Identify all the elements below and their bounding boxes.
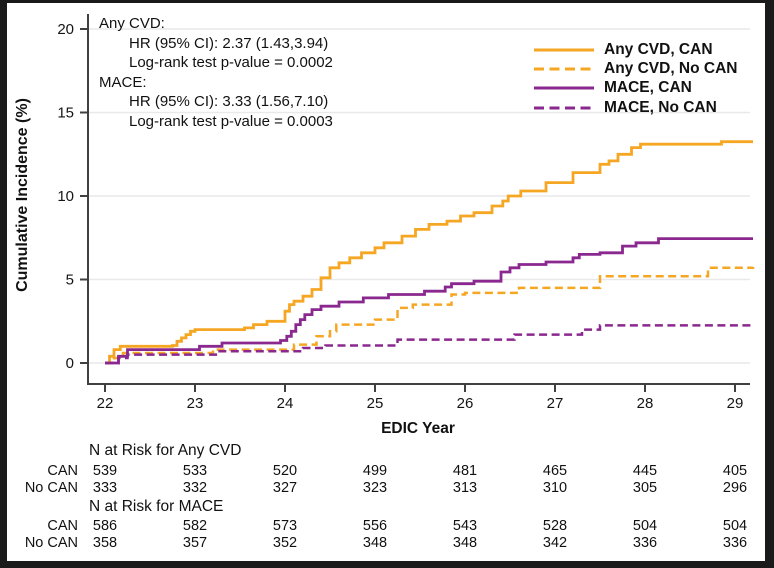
risk-cell: 348	[452, 535, 478, 551]
series-mace-no-can	[105, 324, 755, 365]
risk-cell: 342	[542, 535, 568, 551]
y-tick-label: 15	[57, 105, 74, 122]
y-tick-label: 10	[57, 188, 74, 205]
legend-item-any-cvd-can: Any CVD, CAN	[533, 40, 737, 59]
series-any-cvd-no-can	[105, 266, 755, 365]
legend: Any CVD, CAN Any CVD, No CAN MACE, CAN M…	[533, 40, 737, 117]
risk-row-label: CAN	[47, 463, 78, 479]
risk-cell: 533	[182, 463, 208, 479]
annotation-mace-label: MACE:	[99, 73, 147, 91]
annotation-any-cvd-hr: HR (95% CI): 2.37 (1.43,3.94)	[129, 34, 329, 52]
risk-row-label: CAN	[47, 518, 78, 534]
risk-section-header: N at Risk for Any CVD	[89, 442, 242, 459]
x-tick-label: 23	[187, 395, 204, 412]
risk-row-label: No CAN	[24, 535, 78, 551]
chart-canvas: 0 5 10 15 20 22 23 24 25 26 27 28 29 Cumulative Inci…	[7, 3, 765, 561]
legend-label: Any CVD, CAN	[604, 40, 713, 58]
risk-cell: 313	[452, 480, 478, 496]
risk-cell: 499	[362, 463, 388, 479]
risk-cell: 357	[182, 535, 208, 551]
risk-cell: 573	[272, 518, 298, 534]
x-tick-label: 28	[637, 395, 654, 412]
risk-cell: 520	[272, 463, 298, 479]
axes	[80, 14, 750, 392]
risk-cell: 445	[632, 463, 658, 479]
gridlines	[88, 28, 750, 364]
risk-cell: 358	[92, 535, 118, 551]
y-tick-label: 20	[57, 21, 74, 38]
legend-label: Any CVD, No CAN	[604, 59, 738, 77]
risk-cell: 405	[722, 463, 748, 479]
series-any-cvd-can	[105, 140, 753, 365]
x-tick-label: 24	[277, 395, 294, 412]
risk-cell: 539	[92, 463, 118, 479]
risk-cell: 504	[722, 518, 748, 534]
risk-section-header: N at Risk for MACE	[89, 498, 224, 515]
risk-cell: 305	[632, 480, 658, 496]
annotation-mace-hr: HR (95% CI): 3.33 (1.56,7.10)	[129, 93, 329, 110]
legend-label: MACE, CAN	[604, 79, 692, 97]
x-axis-title: EDIC Year	[381, 420, 455, 437]
risk-cell: 504	[632, 518, 658, 534]
tick-labels: 0 5 10 15 20 22 23 24 25 26 27 28 29	[57, 21, 743, 412]
y-tick-label: 0	[66, 355, 74, 372]
risk-cell: 333	[92, 480, 118, 496]
legend-item-mace-no-can: MACE, No CAN	[533, 98, 737, 117]
risk-cell: 556	[362, 518, 388, 534]
x-tick-label: 22	[97, 395, 114, 412]
legend-line-dashed-orange-icon	[534, 67, 594, 71]
legend-line-solid-purple-icon	[534, 86, 594, 90]
legend-item-any-cvd-no-can: Any CVD, No CAN	[533, 59, 737, 78]
x-tick-label: 27	[547, 395, 564, 412]
risk-cell: 465	[542, 463, 568, 479]
series-mace-can	[105, 237, 753, 365]
risk-cell: 323	[362, 480, 388, 496]
y-axis-title: Cumulative Incidence (%)	[14, 98, 31, 292]
annotation-any-cvd-label: Any CVD:	[99, 15, 165, 32]
risk-row-label: No CAN	[24, 480, 78, 496]
x-tick-label: 29	[727, 395, 744, 412]
risk-cell: 327	[272, 480, 298, 496]
annotation-mace-pvalue: Log-rank test p-value = 0.0003	[129, 112, 333, 130]
risk-cell: 528	[542, 518, 568, 534]
legend-line-solid-orange-icon	[534, 48, 594, 52]
legend-item-mace-can: MACE, CAN	[533, 79, 737, 98]
stats-annotation: Any CVD: HR (95% CI): 2.37 (1.43,3.94) L…	[99, 14, 333, 131]
legend-label: MACE, No CAN	[604, 98, 717, 116]
risk-cell: 348	[362, 535, 388, 551]
risk-cell: 543	[452, 518, 478, 534]
risk-cell: 481	[452, 463, 478, 479]
risk-cell: 352	[272, 535, 298, 551]
risk-cell: 336	[722, 535, 748, 551]
risk-cell: 582	[182, 518, 208, 534]
x-tick-label: 26	[457, 395, 474, 412]
risk-cell: 296	[722, 480, 748, 496]
risk-cell: 332	[182, 480, 208, 496]
annotation-any-cvd-pvalue: Log-rank test p-value = 0.0002	[129, 54, 333, 71]
risk-cell: 586	[92, 518, 118, 534]
risk-cell: 310	[542, 480, 568, 496]
risk-cell: 336	[632, 535, 658, 551]
legend-line-dashed-purple-icon	[534, 106, 594, 110]
x-tick-label: 25	[367, 395, 384, 412]
y-tick-label: 5	[66, 272, 74, 289]
